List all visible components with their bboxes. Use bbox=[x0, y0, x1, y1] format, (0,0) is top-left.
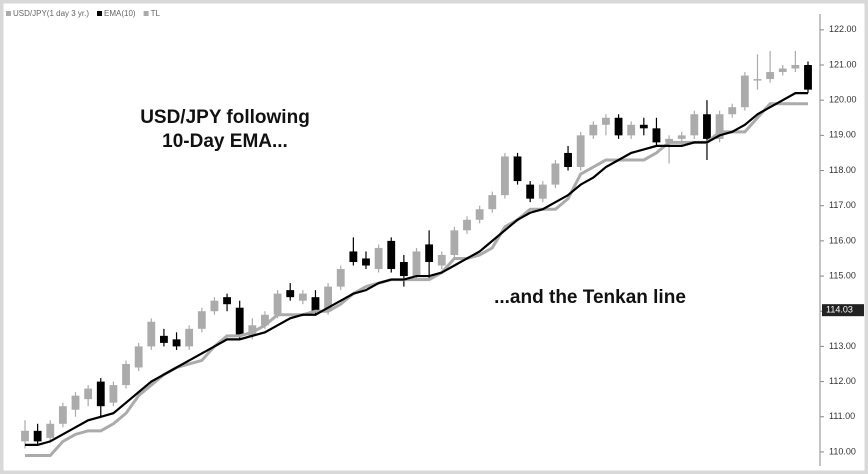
candle-body bbox=[21, 430, 29, 442]
candle-body bbox=[551, 163, 560, 185]
candle-body bbox=[197, 311, 206, 329]
candle-body bbox=[46, 423, 55, 438]
y-tick-label: 121.00 bbox=[829, 59, 857, 69]
candle-body bbox=[235, 307, 244, 336]
candle-body bbox=[172, 339, 181, 347]
candle-body bbox=[311, 297, 320, 312]
y-tick-label: 119.00 bbox=[829, 130, 856, 140]
candle-body bbox=[58, 406, 67, 424]
candle-body bbox=[96, 381, 105, 407]
candle-body bbox=[513, 156, 522, 182]
candle-body bbox=[362, 258, 370, 266]
candle-body bbox=[210, 300, 219, 312]
candle-body bbox=[500, 156, 509, 196]
candle-body bbox=[33, 430, 42, 442]
candle-body bbox=[324, 286, 333, 312]
candle-body bbox=[538, 184, 547, 199]
candle-body bbox=[614, 117, 623, 136]
candle-body bbox=[336, 269, 345, 287]
y-tick-label: 111.00 bbox=[829, 411, 855, 421]
legend-label: USD/JPY(1 day 3 yr.) bbox=[13, 9, 89, 18]
candle-body bbox=[728, 107, 737, 115]
legend-swatch bbox=[143, 11, 149, 16]
legend-swatch bbox=[6, 11, 11, 16]
candle-body bbox=[639, 124, 648, 129]
candle-body bbox=[109, 385, 118, 403]
candle-body bbox=[526, 184, 535, 199]
candle-body bbox=[488, 195, 497, 210]
candle-body bbox=[412, 251, 421, 277]
candle-body bbox=[576, 135, 585, 168]
candle-body bbox=[602, 117, 610, 125]
candle-body bbox=[147, 321, 156, 347]
y-tick-label: 115.00 bbox=[829, 270, 856, 280]
price-marker-label: 114.03 bbox=[826, 305, 853, 315]
price-marker bbox=[822, 304, 864, 317]
candle-body bbox=[804, 65, 812, 90]
y-tick-label: 120.00 bbox=[829, 95, 857, 105]
y-tick-label: 112.00 bbox=[829, 376, 856, 386]
candle-body bbox=[286, 290, 295, 298]
candle-body bbox=[740, 75, 749, 108]
candle-body bbox=[223, 297, 231, 305]
candle-body bbox=[627, 124, 636, 136]
candle-body bbox=[261, 314, 269, 326]
candle-body bbox=[298, 293, 307, 301]
candle-body bbox=[703, 114, 711, 139]
candle-body bbox=[387, 240, 396, 270]
annotation: 10-Day EMA... bbox=[162, 131, 288, 152]
candle-body bbox=[273, 293, 282, 315]
y-tick-label: 116.00 bbox=[829, 235, 856, 245]
indicator-line bbox=[25, 92, 808, 446]
candle-body bbox=[690, 114, 699, 136]
candle-body bbox=[248, 325, 257, 336]
annotation: USD/JPY following bbox=[140, 107, 310, 128]
y-tick-label: 117.00 bbox=[829, 200, 856, 210]
candle-body bbox=[791, 65, 800, 69]
candle-body bbox=[71, 395, 80, 410]
candle-body bbox=[134, 346, 143, 368]
candle-body bbox=[652, 128, 661, 143]
legend-label: EMA(10) bbox=[104, 9, 136, 18]
candle-body bbox=[122, 363, 130, 386]
candle-body bbox=[564, 152, 572, 168]
indicator-line bbox=[25, 102, 808, 457]
candle-body bbox=[84, 388, 93, 400]
legend-swatch bbox=[97, 11, 103, 16]
candle-body bbox=[185, 328, 194, 347]
y-tick-label: 122.00 bbox=[829, 24, 857, 34]
candle-body bbox=[349, 251, 358, 262]
candle-body bbox=[160, 335, 168, 343]
legend-label: TL bbox=[151, 9, 161, 18]
candle-body bbox=[753, 79, 762, 81]
candle-body bbox=[665, 138, 673, 143]
candle-body bbox=[778, 68, 787, 73]
candle-body bbox=[425, 244, 434, 262]
candle-body bbox=[399, 261, 408, 277]
annotation: ...and the Tenkan line bbox=[494, 287, 686, 308]
candle-body bbox=[450, 230, 459, 255]
y-tick-label: 113.00 bbox=[829, 341, 856, 351]
candle-body bbox=[374, 247, 383, 270]
candle-body bbox=[677, 135, 686, 139]
candle-body bbox=[766, 72, 775, 80]
candle-body bbox=[589, 124, 598, 136]
candle-body bbox=[475, 209, 484, 220]
candle-body bbox=[437, 254, 446, 266]
y-tick-label: 118.00 bbox=[829, 165, 856, 175]
candle-body bbox=[715, 114, 724, 139]
y-tick-label: 110.00 bbox=[829, 446, 856, 456]
candle-body bbox=[463, 219, 471, 231]
